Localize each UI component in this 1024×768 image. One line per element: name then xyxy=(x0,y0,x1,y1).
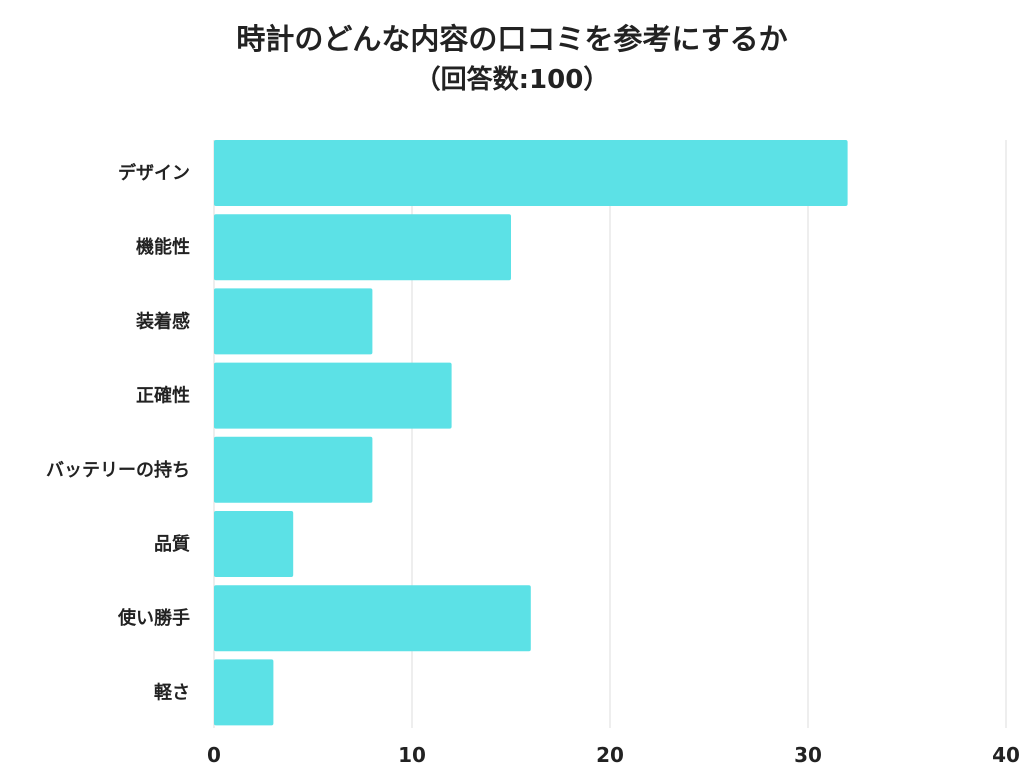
bar xyxy=(214,511,294,577)
x-tick-label: 30 xyxy=(794,743,822,767)
bars xyxy=(214,140,848,726)
x-tick-labels: 0 10 20 30 40 xyxy=(207,743,1020,767)
category-label: 使い勝手 xyxy=(117,607,190,629)
category-label: 軽さ xyxy=(154,681,190,703)
x-tick-label: 0 xyxy=(207,743,221,767)
bar xyxy=(214,659,274,726)
category-label: バッテリーの持ち xyxy=(46,459,190,481)
category-label: 機能性 xyxy=(136,236,190,258)
bar xyxy=(214,436,373,503)
bar xyxy=(214,140,848,206)
category-label: デザイン xyxy=(118,162,190,184)
bar xyxy=(214,288,373,355)
category-label: 装着感 xyxy=(136,310,190,332)
chart-title: 時計のどんな内容の口コミを参考にするか （回答数:100） xyxy=(0,18,1024,100)
x-tick-label: 10 xyxy=(398,743,426,767)
x-tick-label: 20 xyxy=(596,743,624,767)
category-label: 品質 xyxy=(154,533,190,555)
bar xyxy=(214,585,531,652)
chart-subtitle: （回答数:100） xyxy=(414,65,610,95)
bar xyxy=(214,362,452,429)
chart-title-text: 時計のどんな内容の口コミを参考にするか xyxy=(236,22,788,56)
category-label: 正確性 xyxy=(136,385,190,407)
bar xyxy=(214,214,511,281)
x-tick-label: 40 xyxy=(992,743,1020,767)
